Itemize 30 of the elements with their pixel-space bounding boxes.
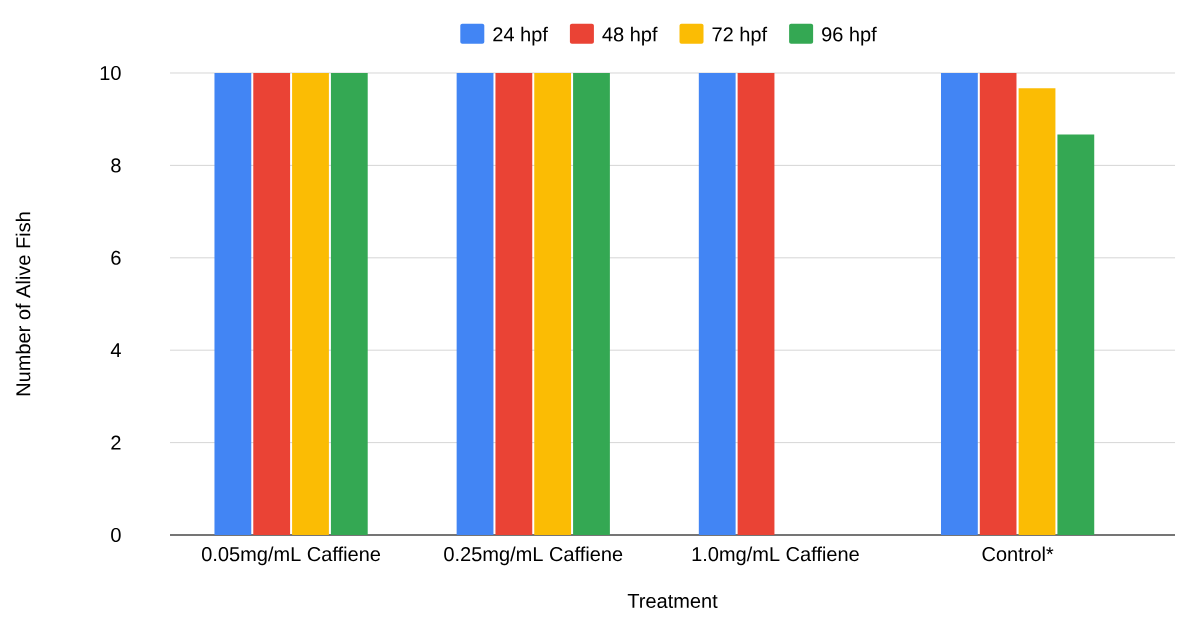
bar [253,73,291,535]
bar [456,73,494,535]
legend-label: 24 hpf [493,26,548,46]
bar [1018,88,1056,535]
legend-label: 72 hpf [712,26,768,46]
y-tick-label: 4 [110,343,121,358]
y-axis-title: Number of Alive Fish [15,212,31,396]
bar [698,73,736,535]
bar [495,73,533,535]
legend-label: 96 hpf [822,26,877,46]
bar [1057,134,1095,535]
bar [214,73,252,535]
bar [737,73,775,535]
bar [330,73,368,535]
y-tick-label: 8 [111,158,121,173]
y-tick-label: 10 [100,65,121,81]
bar [292,73,329,535]
bar [534,73,572,535]
legend-label: 48 hpf [602,26,658,46]
y-tick-label: 6 [111,250,121,265]
x-axis-title: Treatment [627,594,718,608]
y-tick-label: 2 [111,435,121,450]
x-tick-label: 0.05mg/mL Caffiene [202,546,381,566]
bar [940,73,978,535]
bar [573,73,610,535]
x-tick-label: 0.25mg/mL Caffiene [444,546,623,566]
y-tick-label: 0 [111,527,121,543]
bar [979,73,1017,535]
x-tick-label: 1.0mg/mL Caffiene [692,546,859,566]
x-tick-label: Control* [982,546,1054,562]
